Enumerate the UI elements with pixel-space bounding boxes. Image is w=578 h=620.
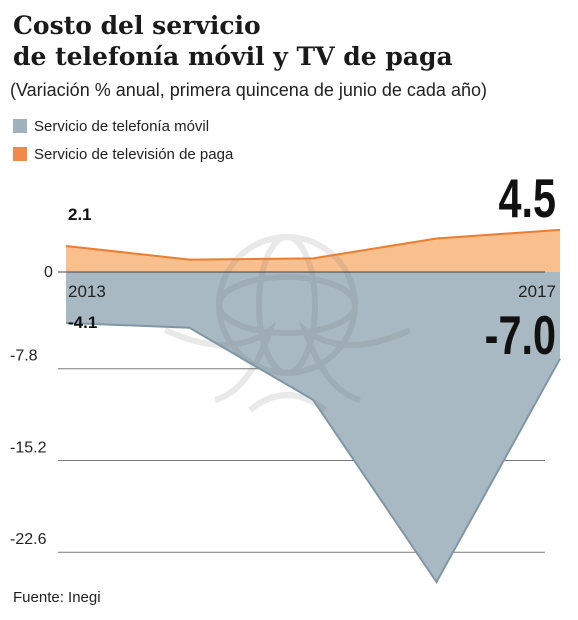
legend-label-movil: Servicio de telefonía móvil [34, 117, 210, 135]
line-television-paga [65, 228, 561, 261]
y-tick-label-2: -15.2 [10, 439, 47, 456]
watermark-emblem [163, 234, 412, 413]
legend-swatch-movil [13, 119, 27, 133]
x-tick-label-end: 2017 [518, 282, 556, 301]
y-tick-label-0: 0 [44, 264, 53, 281]
chart-title: Costo del servicio de telefonía móvil y … [13, 10, 573, 72]
x-tick-label-start: 2013 [68, 282, 106, 301]
line-telefonia-movil [65, 321, 561, 584]
legend-swatch-tv [13, 147, 27, 161]
chart-subtitle: (Variación % anual, primera quincena de … [10, 80, 487, 100]
title-line-1: Costo del servicio [13, 11, 261, 40]
title-line-2: de telefonía móvil y TV de paga [13, 42, 453, 71]
y-tick-label-3: -22.6 [10, 531, 47, 548]
legend: Servicio de telefonía móvil Servicio de … [13, 115, 233, 171]
source-note: Fuente: Inegi [13, 589, 101, 606]
y-tick-label-1: -7.8 [10, 348, 38, 365]
data-label-tv-end: 4.5 [498, 169, 556, 230]
area-television-paga [66, 229, 560, 272]
data-label-movil-end: -7.0 [485, 306, 556, 367]
legend-item-movil: Servicio de telefonía móvil [13, 115, 233, 137]
legend-item-tv: Servicio de televisión de paga [13, 143, 233, 165]
data-label-movil-start: -4.1 [68, 313, 97, 332]
data-label-tv-start: 2.1 [68, 205, 92, 224]
area-telefonia-movil [66, 272, 560, 582]
legend-label-tv: Servicio de televisión de paga [34, 145, 234, 163]
